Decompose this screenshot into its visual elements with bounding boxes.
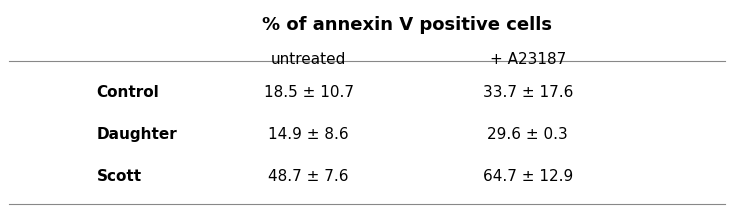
Text: Daughter: Daughter <box>96 127 177 142</box>
Text: Control: Control <box>96 85 159 100</box>
Text: untreated: untreated <box>271 52 346 67</box>
Text: % of annexin V positive cells: % of annexin V positive cells <box>262 16 552 34</box>
Text: 64.7 ± 12.9: 64.7 ± 12.9 <box>483 169 573 184</box>
Text: 29.6 ± 0.3: 29.6 ± 0.3 <box>487 127 568 142</box>
Text: + A23187: + A23187 <box>490 52 566 67</box>
Text: 14.9 ± 8.6: 14.9 ± 8.6 <box>268 127 349 142</box>
Text: 33.7 ± 17.6: 33.7 ± 17.6 <box>483 85 573 100</box>
Text: 48.7 ± 7.6: 48.7 ± 7.6 <box>268 169 349 184</box>
Text: 18.5 ± 10.7: 18.5 ± 10.7 <box>264 85 354 100</box>
Text: Scott: Scott <box>96 169 142 184</box>
